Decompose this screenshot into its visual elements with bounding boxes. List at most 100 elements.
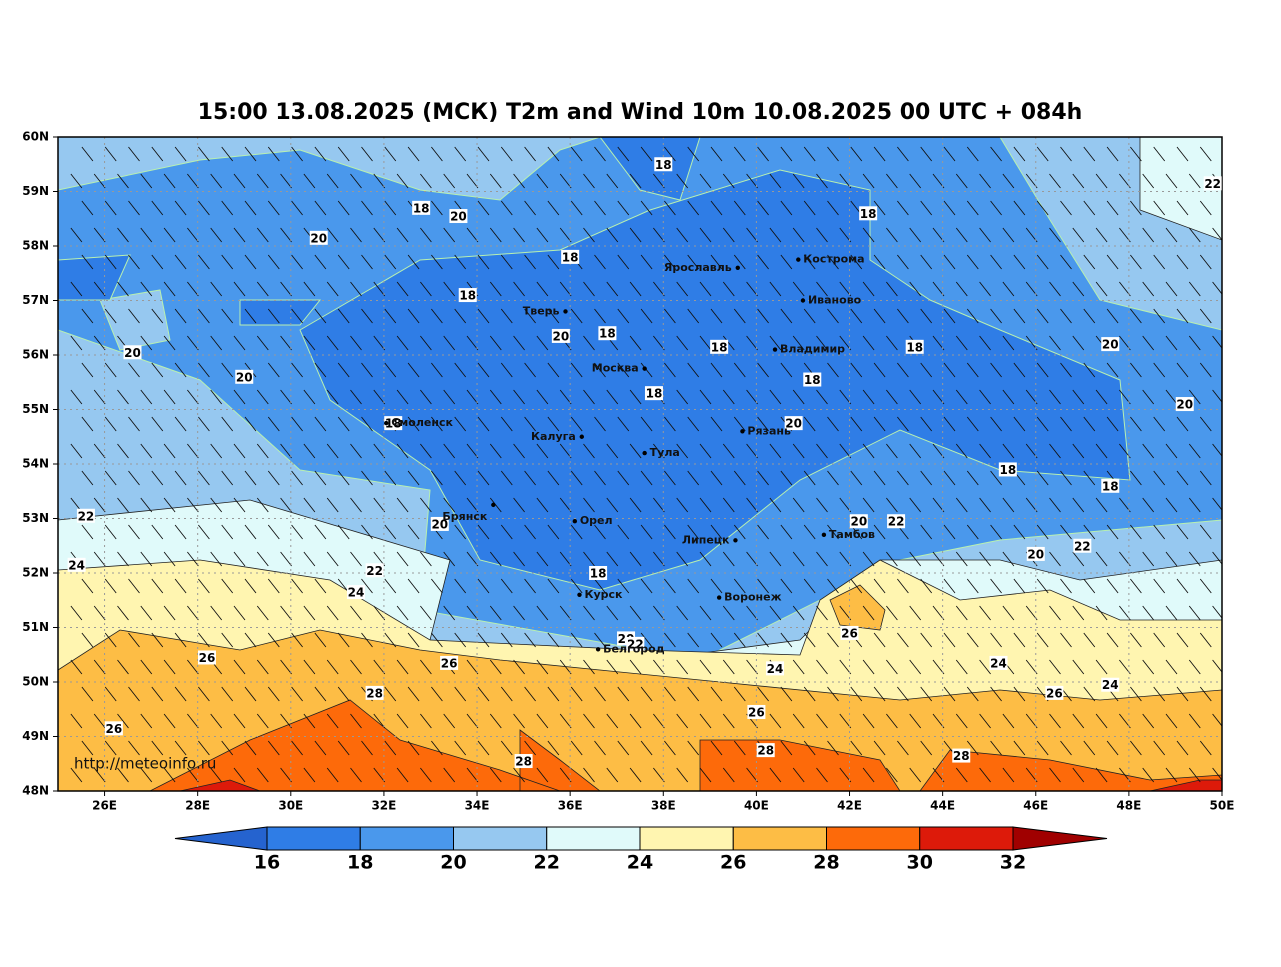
wind-barb: [128, 524, 140, 540]
wind-barb: [570, 632, 583, 648]
wind-barb: [803, 686, 816, 702]
wind-barb: [431, 254, 443, 270]
wind-barb: [617, 416, 630, 432]
wind-barb: [1142, 659, 1155, 675]
wind-barb: [1036, 308, 1049, 324]
wind-barb: [466, 227, 479, 243]
wind-barb: [803, 470, 816, 486]
wind-barb: [1083, 416, 1096, 432]
wind-barb: [93, 713, 106, 729]
wind-barb: [373, 659, 386, 675]
wind-barb: [1072, 443, 1085, 459]
wind-barb: [81, 254, 94, 270]
wind-barb: [827, 524, 839, 540]
wind-barb: [81, 362, 94, 378]
wind-barb: [1130, 578, 1142, 594]
contour-label: 24: [68, 558, 85, 572]
wind-barb: [373, 389, 386, 405]
city-dot: [772, 347, 778, 352]
wind-barb: [816, 659, 828, 675]
lat-tick-label: 49N: [22, 729, 49, 743]
wind-barb: [850, 254, 863, 270]
wind-barb: [792, 335, 805, 351]
wind-barb: [1095, 605, 1108, 621]
contour-label: 20: [1102, 338, 1119, 352]
wind-barb: [1130, 686, 1142, 702]
wind-barb: [489, 605, 502, 621]
wind-barb: [128, 200, 140, 216]
wind-barb: [384, 578, 397, 594]
wind-barb: [221, 362, 234, 378]
wind-barb: [431, 470, 443, 486]
wind-barb: [792, 227, 805, 243]
wind-barb: [233, 659, 246, 675]
wind-barb: [583, 767, 595, 783]
wind-barb: [1106, 200, 1119, 216]
wind-barb: [722, 713, 735, 729]
wind-barb: [267, 308, 280, 324]
wind-barb: [373, 605, 386, 621]
wind-barb: [617, 524, 630, 540]
wind-barb: [909, 227, 922, 243]
contour-label: 18: [906, 340, 923, 354]
wind-barb: [174, 308, 187, 324]
wind-barb: [513, 551, 525, 567]
wind-barb: [174, 470, 187, 486]
wind-barb: [676, 767, 689, 783]
colorbar-label: 28: [813, 852, 839, 874]
wind-barb: [337, 416, 350, 432]
wind-barb: [1176, 470, 1189, 486]
wind-barb: [746, 551, 758, 567]
wind-barb: [1072, 551, 1085, 567]
wind-barb: [850, 146, 863, 162]
wind-barb: [128, 740, 140, 756]
wind-barb: [1176, 362, 1189, 378]
wind-barb: [873, 632, 886, 648]
wind-barb: [886, 659, 898, 675]
wind-barb: [769, 173, 782, 189]
wind-barb: [862, 389, 875, 405]
wind-barb: [1095, 659, 1108, 675]
wind-barb: [513, 605, 525, 621]
wind-barb: [827, 578, 839, 594]
wind-barb: [1106, 308, 1119, 324]
wind-barb: [210, 767, 223, 783]
wind-barb: [187, 443, 199, 459]
wind-barb: [594, 470, 606, 486]
lon-tick-label: 28E: [185, 799, 210, 813]
wind-barb: [280, 767, 292, 783]
wind-barb: [559, 497, 572, 513]
wind-barb: [1060, 146, 1072, 162]
contour-label: 28: [953, 749, 970, 763]
wind-barb: [140, 659, 153, 675]
wind-barb: [909, 389, 922, 405]
wind-barb: [1153, 686, 1166, 702]
wind-barb: [337, 686, 350, 702]
wind-barb: [151, 416, 164, 432]
wind-barb: [909, 497, 922, 513]
wind-barb: [1083, 470, 1096, 486]
wind-barb: [280, 443, 292, 459]
wind-barb: [326, 767, 339, 783]
wind-barb: [1083, 632, 1096, 648]
wind-barb: [676, 659, 689, 675]
wind-barb: [524, 740, 536, 756]
wind-barb: [256, 335, 269, 351]
contour-label-bg: [784, 416, 803, 431]
wind-barb: [839, 659, 852, 675]
wind-barb: [792, 497, 805, 513]
city-dot: [642, 450, 647, 456]
wind-barb: [966, 578, 979, 594]
wind-barb: [664, 254, 676, 270]
wind-barb: [780, 200, 793, 216]
wind-barb: [151, 686, 164, 702]
wind-barb: [407, 416, 420, 432]
wind-barb: [839, 281, 852, 297]
wind-barb: [1002, 497, 1015, 513]
wind-barb: [803, 254, 816, 270]
wind-barb: [233, 281, 246, 297]
colorbar-label: 16: [254, 852, 280, 874]
wind-barb: [979, 335, 991, 351]
contour-label-bg: [989, 655, 1008, 670]
wind-barb: [221, 254, 234, 270]
